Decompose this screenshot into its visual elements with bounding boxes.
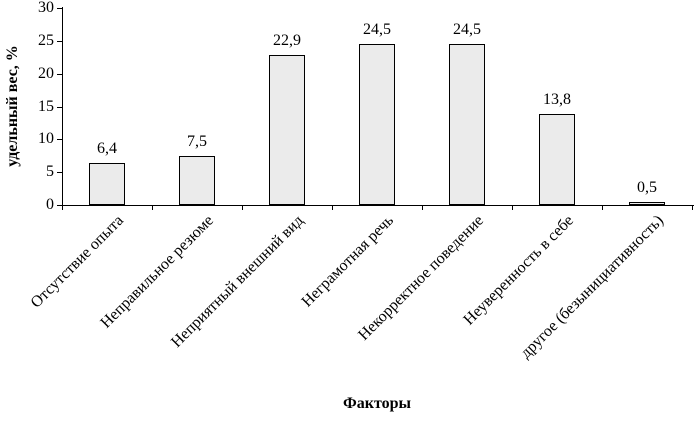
y-tick-mark bbox=[57, 73, 62, 75]
y-tick-label: 0 bbox=[46, 196, 54, 213]
x-tick-mark bbox=[332, 206, 333, 210]
bar bbox=[629, 201, 665, 205]
bar bbox=[269, 54, 305, 205]
y-tick-label: 15 bbox=[38, 97, 54, 115]
category-label: Неправильное резюме bbox=[97, 212, 218, 332]
bar-value-label: 13,8 bbox=[543, 91, 571, 109]
category-label: другое (безынициативность) bbox=[517, 212, 668, 362]
category-label: Неуверенность в себе bbox=[460, 212, 578, 329]
bar-value-label: 22,9 bbox=[273, 31, 301, 49]
y-tick-label: 5 bbox=[46, 163, 54, 181]
x-tick-mark bbox=[512, 206, 513, 210]
y-tick-label: 10 bbox=[38, 130, 54, 148]
bar-value-label: 6,4 bbox=[97, 139, 117, 157]
y-tick-mark bbox=[57, 106, 62, 108]
y-tick-mark bbox=[57, 40, 62, 42]
bar bbox=[359, 44, 395, 205]
y-tick-label: 20 bbox=[38, 64, 54, 82]
bar-value-label: 24,5 bbox=[363, 21, 391, 39]
y-tick-mark bbox=[57, 8, 62, 9]
category-label: Некорректное поведение bbox=[355, 212, 488, 344]
y-tick-label: 25 bbox=[38, 31, 54, 49]
x-axis-line bbox=[62, 205, 694, 206]
bar-value-label: 0,5 bbox=[637, 178, 657, 196]
category-label: Неграмотная речь bbox=[298, 212, 398, 311]
y-axis-line bbox=[62, 7, 63, 206]
x-tick-mark bbox=[62, 206, 63, 210]
category-label: Неприятный внешний вид bbox=[168, 212, 308, 351]
x-tick-mark bbox=[692, 206, 693, 210]
x-tick-mark bbox=[152, 206, 153, 210]
y-tick-mark bbox=[57, 172, 62, 174]
y-tick-mark bbox=[57, 205, 62, 206]
x-tick-mark bbox=[242, 206, 243, 210]
x-tick-mark bbox=[602, 206, 603, 210]
bar-value-label: 7,5 bbox=[187, 132, 207, 150]
bar bbox=[179, 155, 215, 205]
x-axis-title: Факторы bbox=[343, 395, 411, 412]
y-tick-label: 30 bbox=[38, 0, 54, 16]
bar bbox=[449, 44, 485, 205]
bar bbox=[89, 162, 125, 205]
bar-value-label: 24,5 bbox=[453, 21, 481, 39]
y-tick-mark bbox=[57, 139, 62, 141]
x-tick-mark bbox=[422, 206, 423, 210]
bar bbox=[539, 114, 575, 205]
